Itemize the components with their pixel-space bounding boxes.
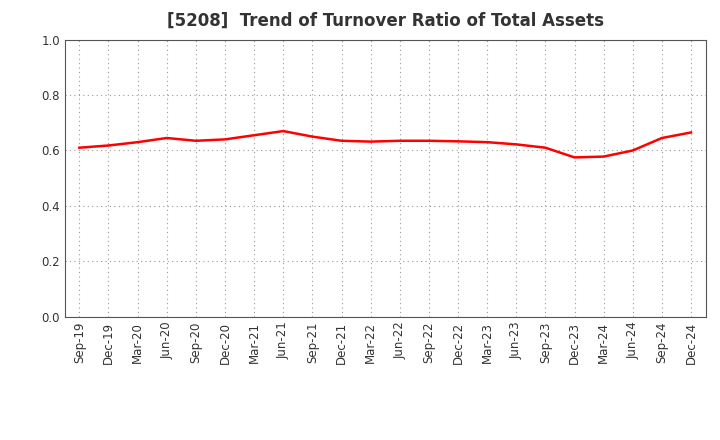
Title: [5208]  Trend of Turnover Ratio of Total Assets: [5208] Trend of Turnover Ratio of Total …: [167, 12, 603, 30]
